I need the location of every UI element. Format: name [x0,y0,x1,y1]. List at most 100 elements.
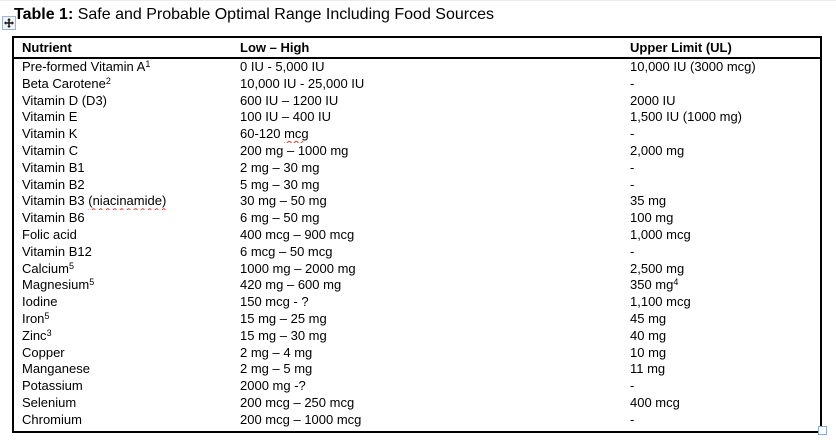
cell-text: 6 mcg – 50 mcg [240,243,333,259]
table-row: Iron5 15 mg – 25 mg 45 mg [14,311,820,328]
cell-nutrient[interactable]: Vitamin B12 [14,244,232,261]
cell-low_high[interactable]: 2000 mg -? [232,378,622,395]
cell-text: 1,100 mcg [630,294,691,310]
cell-text: - [630,411,635,427]
cell-text: Pre-formed Vitamin A [22,59,146,74]
cell-upper[interactable]: 100 mg [622,210,820,227]
cell-text: Iron [22,310,45,326]
cell-low_high[interactable]: 30 mg – 50 mg [232,193,622,210]
cell-nutrient[interactable]: Pre-formed Vitamin A1 [14,59,232,76]
cell-upper[interactable]: - [622,126,820,143]
table-row: Copper 2 mg – 4 mg 10 mg [14,345,820,362]
cell-nutrient[interactable]: Folic acid [14,227,232,244]
cell-low_high[interactable]: 600 IU – 1200 IU [232,93,622,110]
cell-nutrient[interactable]: Calcium5 [14,261,232,278]
cell-upper[interactable]: - [622,160,820,177]
cell-text: Potassium [22,378,83,394]
cell-low_high[interactable]: 100 IU – 400 IU [232,109,622,126]
cell-upper[interactable]: 2,000 mg [622,143,820,160]
cell-text: 1,500 IU (1000 mg) [630,109,743,125]
cell-low_high[interactable]: 400 mcg – 900 mcg [232,227,622,244]
table-caption[interactable]: Table 1: Safe and Probable Optimal Range… [14,5,494,25]
cell-low_high[interactable]: 5 mg – 30 mg [232,177,622,194]
cell-low_high[interactable]: 6 mg – 50 mg [232,210,622,227]
cell-low_high[interactable]: 1000 mg – 2000 mg [232,261,622,278]
cell-low_high[interactable]: 200 mcg – 250 mcg [232,395,622,412]
cell-upper[interactable]: 2,500 mg [622,261,820,278]
cell-low_high[interactable]: 420 mg – 600 mg [232,277,622,294]
cell-upper[interactable]: 1,500 IU (1000 mg) [622,109,820,126]
cell-text: - [630,243,635,259]
cell-nutrient[interactable]: Manganese [14,361,232,378]
cell-nutrient[interactable]: Copper [14,345,232,362]
cell-upper[interactable]: 45 mg [622,311,820,328]
cell-upper[interactable]: 10,000 IU (3000 mcg) [622,59,820,76]
table-resize-handle-icon[interactable] [818,426,827,435]
cell-nutrient[interactable]: Vitamin K [14,126,232,143]
nutrient-table[interactable]: Nutrient Low – High Upper Limit (UL) Pre… [12,36,822,433]
cell-upper[interactable]: 400 mcg [622,395,820,412]
cell-low_high[interactable]: 60-120 mcg [232,126,622,143]
cell-text: 6 mg – 50 mg [240,210,320,226]
table-body: Pre-formed Vitamin A1 0 IU - 5,000 IU 10,0… [14,59,820,429]
cell-low_high[interactable]: 0 IU - 5,000 IU [232,59,622,76]
cell-text: - [630,378,635,394]
cell-upper[interactable]: - [622,244,820,261]
cell-upper[interactable]: - [622,177,820,194]
cell-upper[interactable]: 1,000 mcg [622,227,820,244]
cell-nutrient[interactable]: Iodine [14,294,232,311]
cell-upper[interactable]: 2000 IU [622,93,820,110]
cell-upper[interactable]: 350 mg4 [622,277,820,294]
cell-upper[interactable]: - [622,412,820,429]
cell-nutrient[interactable]: Vitamin D (D3) [14,93,232,110]
cell-text: 2000 mg -? [240,378,306,394]
cell-nutrient[interactable]: Vitamin B3 (niacinamide) [14,193,232,210]
cell-text: 2 mg – 5 mg [240,361,313,377]
header-nutrient[interactable]: Nutrient [22,40,72,55]
cell-nutrient[interactable]: Vitamin B1 [14,160,232,177]
cell-low_high[interactable]: 6 mcg – 50 mcg [232,244,622,261]
cell-text: 600 IU – 1200 IU [240,92,339,108]
cell-text: - [630,126,635,142]
header-upper-limit[interactable]: Upper Limit (UL) [630,40,732,55]
cell-nutrient[interactable]: Beta Carotene2 [14,76,232,93]
cell-upper[interactable]: 10 mg [622,345,820,362]
cell-upper[interactable]: - [622,378,820,395]
cell-upper[interactable]: 1,100 mcg [622,294,820,311]
table-row: Zinc3 15 mg – 30 mg 40 mg [14,328,820,345]
cell-upper[interactable]: 11 mg [622,361,820,378]
cell-nutrient[interactable]: Magnesium5 [14,277,232,294]
cell-nutrient[interactable]: Zinc3 [14,328,232,345]
cell-text: Vitamin E [22,109,78,125]
cell-low_high[interactable]: 15 mg – 30 mg [232,328,622,345]
cell-low_high[interactable]: 150 mcg - ? [232,294,622,311]
cell-text: Vitamin B1 [22,159,85,175]
cell-nutrient[interactable]: Vitamin B2 [14,177,232,194]
cell-upper[interactable]: - [622,76,820,93]
cell-low_high[interactable]: 200 mg – 1000 mg [232,143,622,160]
cell-text: Beta Carotene [22,75,106,91]
cell-upper[interactable]: 35 mg [622,193,820,210]
cell-nutrient[interactable]: Iron5 [14,311,232,328]
table-move-handle-icon[interactable] [2,16,16,30]
cell-nutrient[interactable]: Vitamin E [14,109,232,126]
cell-text: Vitamin B12 [22,243,92,259]
cell-text: 400 mcg – 900 mcg [240,226,355,242]
cell-low_high[interactable]: 200 mcg – 1000 mcg [232,412,622,429]
cell-text: 40 mg [630,327,667,343]
cell-text: - [630,159,635,175]
cell-text: 2 mg – 4 mg [240,344,313,360]
cell-low_high[interactable]: 2 mg – 4 mg [232,345,622,362]
cell-low_high[interactable]: 2 mg – 30 mg [232,160,622,177]
cell-nutrient[interactable]: Chromium [14,412,232,429]
cell-nutrient[interactable]: Vitamin C [14,143,232,160]
cell-nutrient[interactable]: Potassium [14,378,232,395]
cell-low_high[interactable]: 2 mg – 5 mg [232,361,622,378]
footnote-superscript: 5 [68,260,74,271]
cell-low_high[interactable]: 15 mg – 25 mg [232,311,622,328]
cell-nutrient[interactable]: Selenium [14,395,232,412]
cell-nutrient[interactable]: Vitamin B6 [14,210,232,227]
header-low-high[interactable]: Low – High [240,40,310,55]
cell-low_high[interactable]: 10,000 IU - 25,000 IU [232,76,622,93]
cell-upper[interactable]: 40 mg [622,328,820,345]
